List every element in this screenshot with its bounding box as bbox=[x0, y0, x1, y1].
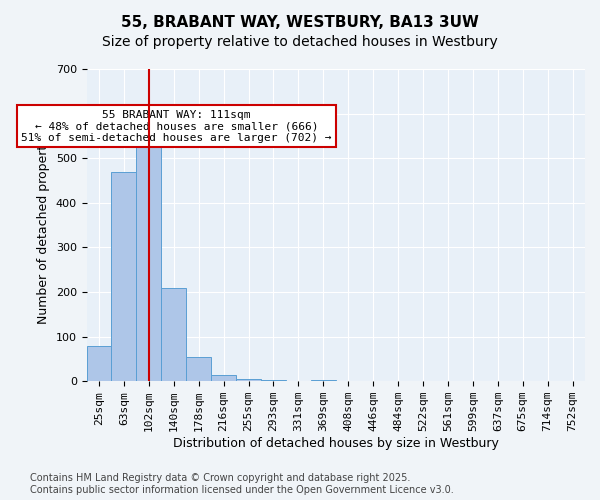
Bar bbox=[186, 356, 211, 381]
Text: 55 BRABANT WAY: 111sqm
← 48% of detached houses are smaller (666)
51% of semi-de: 55 BRABANT WAY: 111sqm ← 48% of detached… bbox=[21, 110, 332, 143]
Bar bbox=[161, 288, 186, 381]
Bar bbox=[261, 380, 286, 381]
X-axis label: Distribution of detached houses by size in Westbury: Distribution of detached houses by size … bbox=[173, 437, 499, 450]
Y-axis label: Number of detached properties: Number of detached properties bbox=[37, 126, 50, 324]
Bar bbox=[211, 374, 236, 381]
Bar bbox=[311, 380, 336, 381]
Bar bbox=[86, 346, 112, 381]
Text: Size of property relative to detached houses in Westbury: Size of property relative to detached ho… bbox=[102, 35, 498, 49]
Text: Contains HM Land Registry data © Crown copyright and database right 2025.
Contai: Contains HM Land Registry data © Crown c… bbox=[30, 474, 454, 495]
Bar bbox=[112, 172, 136, 381]
Bar bbox=[136, 132, 161, 381]
Bar bbox=[236, 379, 261, 381]
Text: 55, BRABANT WAY, WESTBURY, BA13 3UW: 55, BRABANT WAY, WESTBURY, BA13 3UW bbox=[121, 15, 479, 30]
